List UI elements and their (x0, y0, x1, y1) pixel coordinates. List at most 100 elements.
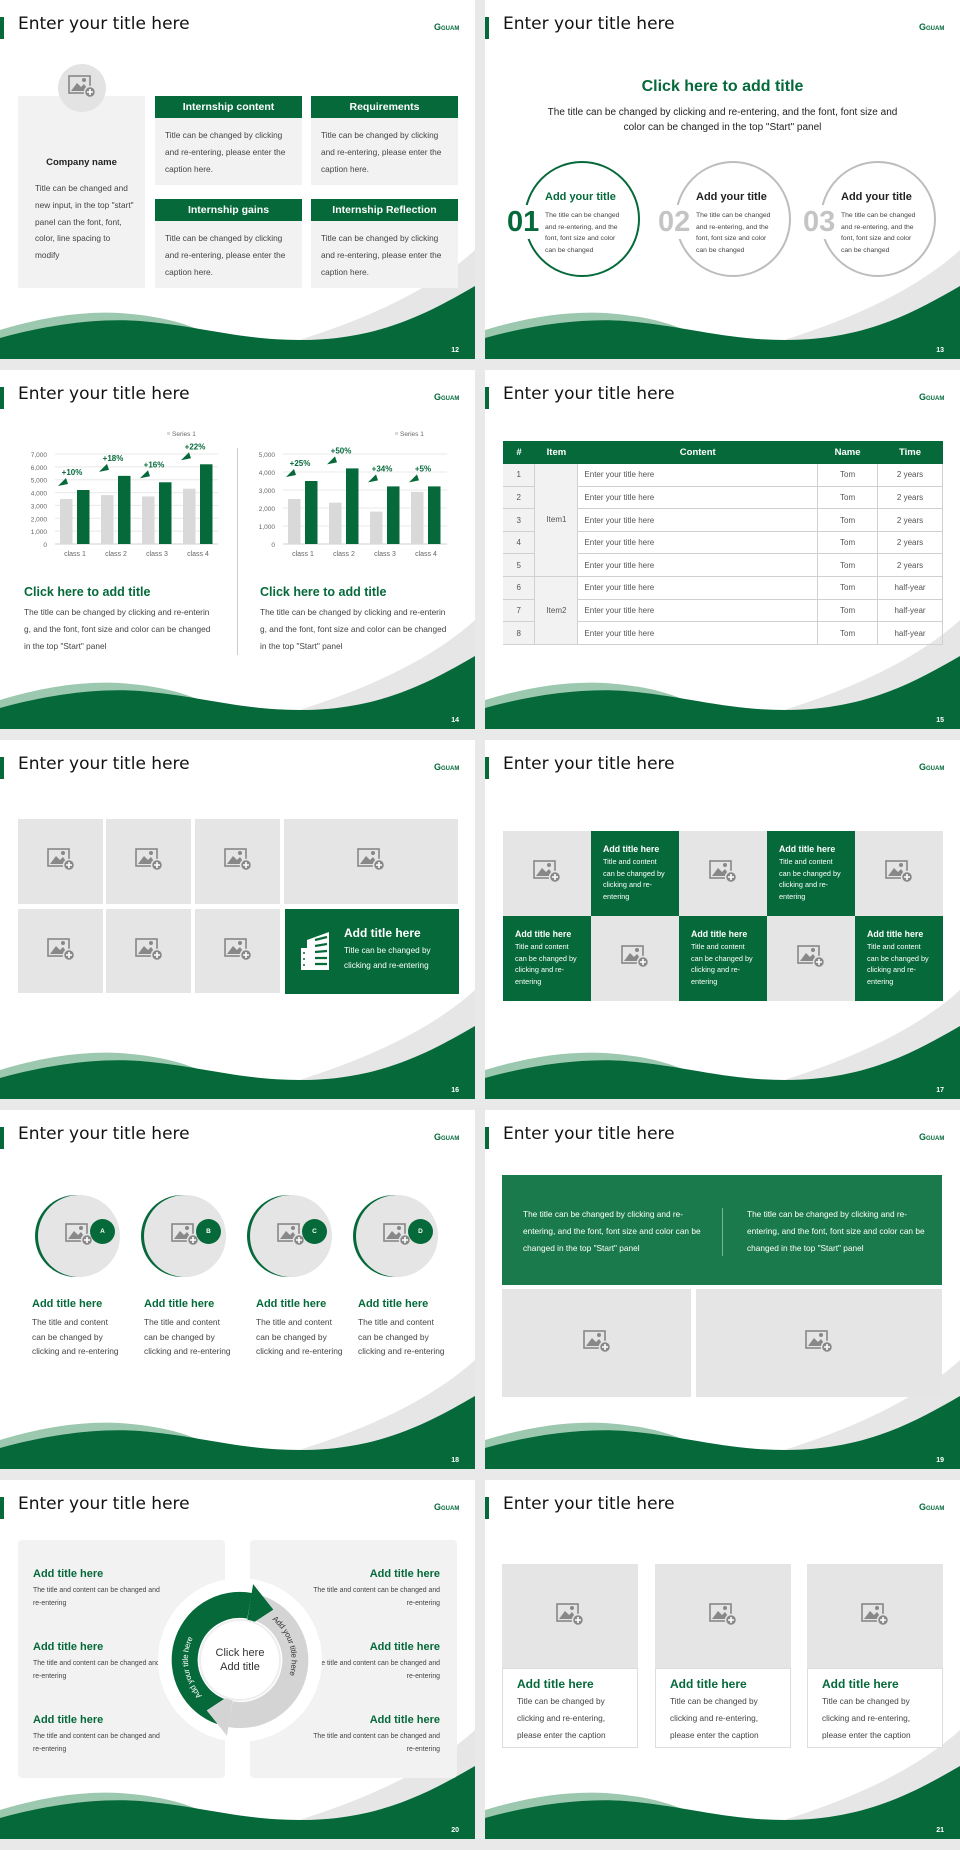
main-heading[interactable]: Click here to add title (641, 78, 804, 95)
table-row[interactable]: 3 Enter your title here Tom 2 years (503, 508, 943, 532)
slide-title[interactable]: Enter your title here (503, 14, 675, 34)
slide-18[interactable]: Enter your title here GGUAM 18 A Add title h… (0, 1110, 475, 1469)
image-placeholder[interactable] (696, 1289, 942, 1397)
right-item-title[interactable]: Add title here (369, 1714, 440, 1726)
text-tile: Add title here Title and content can be c… (767, 831, 855, 916)
slide-title[interactable]: Enter your title here (503, 384, 675, 404)
y-tick-label: 2,000 (259, 506, 276, 513)
block-title[interactable]: Click here to add title (24, 585, 151, 599)
y-tick-label: 2,000 (31, 516, 48, 523)
image-placeholder[interactable] (591, 916, 679, 1001)
item-title[interactable]: Add title here (256, 1298, 327, 1310)
slide-13[interactable]: Enter your title here GGUAM 13 Click here t… (485, 0, 960, 359)
image-placeholder[interactable] (106, 909, 191, 993)
image-placeholder[interactable] (195, 909, 280, 993)
image-placeholder[interactable] (106, 819, 191, 904)
table-row[interactable]: 4 Enter your title here Tom 2 years (503, 531, 943, 555)
table-row[interactable]: 7 Enter your title here Tom half-year (503, 599, 943, 623)
company-card (18, 96, 145, 288)
item-title[interactable]: Add title here (358, 1298, 429, 1310)
slide-title[interactable]: Enter your title here (503, 1124, 675, 1144)
left-item-title[interactable]: Add title here (33, 1714, 104, 1726)
left-item-title[interactable]: Add title here (33, 1641, 104, 1653)
item-title[interactable]: Add title here (144, 1298, 215, 1310)
image-placeholder[interactable] (855, 831, 943, 916)
slide-19[interactable]: Enter your title here GGUAM 19 The title ca… (485, 1110, 960, 1469)
slide-20[interactable]: Enter your title here GGUAM 20 Add title he… (0, 1480, 475, 1839)
logo-text: GUAM (441, 396, 460, 402)
image-placeholder[interactable] (503, 831, 591, 916)
image-placeholder[interactable] (767, 916, 855, 1001)
center-label[interactable]: Add title (220, 1661, 260, 1673)
step-number: 03 (802, 205, 837, 239)
slide-17[interactable]: Enter your title here GGUAM 17 Add title he… (485, 740, 960, 1099)
image-placeholder[interactable] (284, 819, 458, 904)
tile-title[interactable]: Add title here (515, 929, 572, 939)
image-placeholder-icon (277, 1222, 306, 1251)
image-placeholder[interactable] (502, 1289, 691, 1397)
right-item-title[interactable]: Add title here (369, 1568, 440, 1580)
card-header: Internship Reflection (311, 199, 458, 221)
table-row[interactable]: 1 Item1 Enter your title here Tom 2 years (503, 463, 943, 578)
left-item-text: The title and content can be changed and… (33, 1660, 160, 1680)
card-title[interactable]: Add title here (670, 1677, 747, 1691)
slide-title[interactable]: Enter your title here (18, 1494, 190, 1514)
letter-badge: D (408, 1219, 433, 1244)
brand-logo: GGUAM (434, 762, 460, 772)
slide-title[interactable]: Enter your title here (18, 14, 190, 34)
tile-title[interactable]: Add title here (779, 844, 836, 854)
slide-15[interactable]: Enter your title here GGUAM 15 # Item Content… (485, 370, 960, 729)
card-text: Title can be changed by clicking and re-… (517, 1696, 606, 1740)
image-placeholder-icon (885, 859, 914, 888)
table-row[interactable]: 8 Enter your title here Tom half-year (503, 621, 943, 645)
image-placeholder[interactable] (18, 909, 103, 993)
tile-title[interactable]: Add title here (691, 929, 748, 939)
item-title[interactable]: Add title here (32, 1298, 103, 1310)
row-number: 8 (503, 621, 536, 645)
slide-title[interactable]: Enter your title here (18, 754, 190, 774)
bar-chart-1: 0 1,000 2,000 3,000 4,000 5,000 6,000 7,000 Seri… (31, 431, 218, 558)
left-item-title[interactable]: Add title here (33, 1568, 104, 1580)
growth-arrow-icon (181, 452, 191, 461)
image-placeholder[interactable] (655, 1564, 791, 1668)
slide-title[interactable]: Enter your title here (18, 384, 190, 404)
banner-divider (722, 1208, 723, 1256)
block-title[interactable]: Click here to add title (260, 585, 387, 599)
y-tick-label: 4,000 (259, 470, 276, 477)
feature-title[interactable]: Add title here (344, 926, 421, 940)
name-cell: Tom (817, 576, 879, 600)
slide-21[interactable]: Enter your title here GGUAM 21 Add title he… (485, 1480, 960, 1839)
card-text: Title can be changed by clicking and re-… (670, 1696, 759, 1740)
card-title[interactable]: Add title here (822, 1677, 899, 1691)
y-tick-label: 0 (271, 542, 275, 549)
card-title[interactable]: Add title here (517, 1677, 594, 1691)
company-photo[interactable] (58, 64, 106, 112)
image-placeholder-icon (556, 1602, 585, 1631)
slide-title[interactable]: Enter your title here (503, 1494, 675, 1514)
company-name: Company name (46, 157, 117, 168)
step-title[interactable]: Add your title (841, 191, 912, 203)
text-tile: Add title here Title and content can be c… (591, 831, 679, 916)
green-wave (485, 1026, 960, 1099)
card-text: Title can be changed by clicking and re-… (321, 130, 442, 174)
table-row[interactable]: 6 Item2 Enter your title here Tom half-year (503, 576, 943, 645)
slide-14[interactable]: Enter your title here GGUAM 14 0 1,000 2,000 3… (0, 370, 475, 729)
image-placeholder[interactable] (18, 819, 103, 904)
step-title[interactable]: Add your title (545, 191, 616, 203)
slide-title[interactable]: Enter your title here (503, 754, 675, 774)
company-description: Title can be changed and new input, in t… (35, 183, 134, 261)
image-placeholder[interactable] (195, 819, 280, 904)
slide-12[interactable]: Enter your title here GGUAM 12 Company name… (0, 0, 475, 359)
table-row[interactable]: 5 Enter your title here Tom 2 years (503, 553, 943, 578)
table-row[interactable]: 2 Enter your title here Tom 2 years (503, 486, 943, 510)
image-placeholder[interactable] (679, 831, 767, 916)
tile-title[interactable]: Add title here (603, 844, 660, 854)
right-item-title[interactable]: Add title here (369, 1641, 440, 1653)
slide-title[interactable]: Enter your title here (18, 1124, 190, 1144)
center-label[interactable]: Click here (216, 1647, 265, 1659)
image-placeholder[interactable] (807, 1564, 943, 1668)
image-placeholder[interactable] (502, 1564, 638, 1668)
slide-16[interactable]: Enter your title here GGUAM 16 Add title he… (0, 740, 475, 1099)
tile-title[interactable]: Add title here (867, 929, 924, 939)
step-title[interactable]: Add your title (696, 191, 767, 203)
